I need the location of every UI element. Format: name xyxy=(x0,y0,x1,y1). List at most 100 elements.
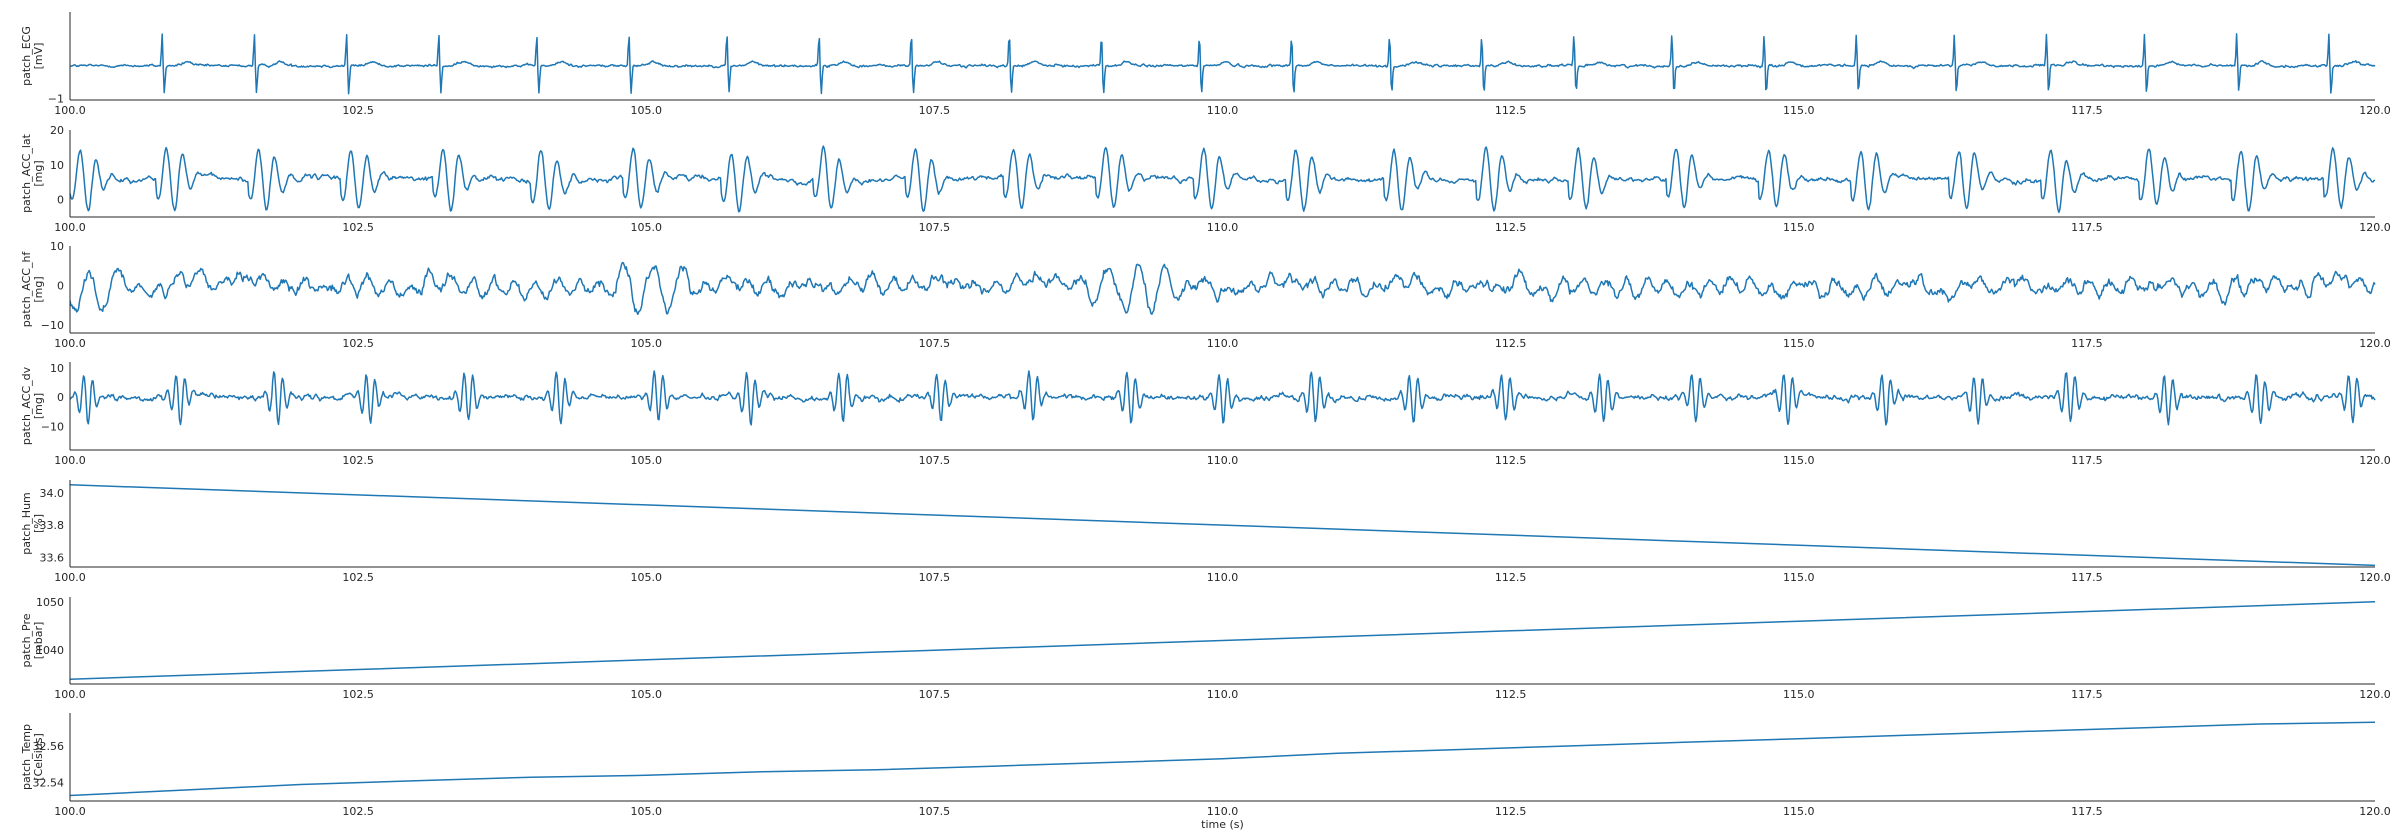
x-tick-label: 110.0 xyxy=(1207,221,1239,234)
x-tick-label: 107.5 xyxy=(919,104,951,117)
x-tick-label: 120.0 xyxy=(2359,337,2391,350)
y-tick-label: 32.56 xyxy=(33,740,65,753)
x-tick-label: 112.5 xyxy=(1495,805,1527,818)
series-line xyxy=(69,145,2376,214)
x-tick-label: 107.5 xyxy=(919,805,951,818)
x-tick-label: 100.0 xyxy=(54,571,86,584)
y-tick-label: 10 xyxy=(50,362,64,375)
y-axis-label: patch_Hum[%] xyxy=(20,492,45,555)
x-tick-label: 107.5 xyxy=(919,571,951,584)
x-tick-label: 102.5 xyxy=(342,805,374,818)
y-axis-label: patch_ACC_lat[mg] xyxy=(20,133,45,213)
series-line xyxy=(69,33,2376,95)
x-tick-label: 117.5 xyxy=(2071,805,2103,818)
panel-6: 1050 1040 100.0 102.5 105.0 107.5 110.0 112.5 11… xyxy=(20,596,2391,701)
y-tick-label: 0 xyxy=(57,280,64,293)
x-tick-label: 117.5 xyxy=(2071,571,2103,584)
x-tick-label: 100.0 xyxy=(54,688,86,701)
panel-2: 20 10 0 100.0 102.5 105.0 107.5 110.0 112.5 115.0… xyxy=(20,124,2391,234)
y-tick-label: −10 xyxy=(41,319,64,332)
x-tick-label: 100.0 xyxy=(54,104,86,117)
x-tick-label: 107.5 xyxy=(919,221,951,234)
x-tick-label: 117.5 xyxy=(2071,104,2103,117)
y-axis-label: patch_Pre[mbar] xyxy=(20,613,45,667)
x-tick-label: 120.0 xyxy=(2359,571,2391,584)
x-tick-label: 102.5 xyxy=(342,688,374,701)
x-tick-label: 115.0 xyxy=(1783,571,1815,584)
x-tick-label: 110.0 xyxy=(1207,454,1239,467)
series-line xyxy=(69,601,2376,680)
y-axis-label: patch_ACC_dv[mg] xyxy=(20,366,45,445)
y-tick-label: 34.0 xyxy=(40,487,65,500)
x-tick-label: 120.0 xyxy=(2359,454,2391,467)
y-tick-label: 0 xyxy=(57,391,64,404)
y-tick-label: 20 xyxy=(50,124,64,137)
x-tick-label: 112.5 xyxy=(1495,104,1527,117)
x-tick-label: 120.0 xyxy=(2359,221,2391,234)
x-tick-label: 117.5 xyxy=(2071,221,2103,234)
series-line xyxy=(69,484,2376,567)
x-tick-label: 105.0 xyxy=(631,221,663,234)
x-tick-label: 102.5 xyxy=(342,104,374,117)
x-tick-label: 115.0 xyxy=(1783,337,1815,350)
y-tick-label: 10 xyxy=(50,240,64,253)
y-axis-label: patch_Temp[Celsius] xyxy=(20,724,45,790)
y-tick-label: −10 xyxy=(41,421,64,434)
x-tick-label: 120.0 xyxy=(2359,104,2391,117)
x-tick-label: 110.0 xyxy=(1207,571,1239,584)
y-tick-label: 1040 xyxy=(36,644,64,657)
x-tick-label: 105.0 xyxy=(631,571,663,584)
x-tick-label: 105.0 xyxy=(631,104,663,117)
y-tick-label: 10 xyxy=(50,159,64,172)
x-tick-label: 100.0 xyxy=(54,337,86,350)
x-tick-label: 112.5 xyxy=(1495,337,1527,350)
x-tick-label: 117.5 xyxy=(2071,337,2103,350)
x-tick-label: 115.0 xyxy=(1783,454,1815,467)
x-tick-label: 100.0 xyxy=(54,221,86,234)
y-tick-label: 0 xyxy=(57,194,64,207)
y-axis-label: patch_ACC_hf[mg] xyxy=(20,251,45,328)
x-tick-label: 102.5 xyxy=(342,221,374,234)
series-line xyxy=(69,721,2376,797)
x-tick-label: 120.0 xyxy=(2359,805,2391,818)
x-tick-label: 102.5 xyxy=(342,337,374,350)
series-line xyxy=(69,370,2376,426)
x-tick-label: 107.5 xyxy=(919,337,951,350)
y-tick-label: 32.54 xyxy=(33,777,65,790)
x-tick-label: 112.5 xyxy=(1495,221,1527,234)
x-tick-label: 115.0 xyxy=(1783,688,1815,701)
x-tick-label: 120.0 xyxy=(2359,688,2391,701)
x-tick-label: 112.5 xyxy=(1495,688,1527,701)
x-tick-label: 105.0 xyxy=(631,337,663,350)
x-tick-label: 110.0 xyxy=(1207,104,1239,117)
panel-3: 10 0 −10 100.0 102.5 105.0 107.5 110.0 112.5 115.… xyxy=(20,240,2391,350)
x-tick-label: 115.0 xyxy=(1783,104,1815,117)
x-tick-label: 100.0 xyxy=(54,454,86,467)
x-tick-label: 100.0 xyxy=(54,805,86,818)
x-tick-label: 117.5 xyxy=(2071,454,2103,467)
panel-5: 34.0 33.8 33.6 100.0 102.5 105.0 107.5 110.0 112… xyxy=(20,480,2391,584)
x-tick-label: 105.0 xyxy=(631,688,663,701)
x-tick-label: 115.0 xyxy=(1783,221,1815,234)
y-axis-label: patch_ECG[mV] xyxy=(20,26,45,86)
x-tick-label: 107.5 xyxy=(919,688,951,701)
x-tick-label: 117.5 xyxy=(2071,688,2103,701)
x-tick-label: 107.5 xyxy=(919,454,951,467)
x-tick-label: 110.0 xyxy=(1207,337,1239,350)
x-axis-label: time (s) xyxy=(1201,818,1244,831)
y-tick-label: 33.6 xyxy=(40,551,65,564)
y-tick-label: 33.8 xyxy=(40,519,65,532)
x-tick-label: 105.0 xyxy=(631,454,663,467)
y-tick-label: −1 xyxy=(48,92,64,105)
x-tick-label: 112.5 xyxy=(1495,571,1527,584)
x-tick-label: 112.5 xyxy=(1495,454,1527,467)
x-tick-label: 110.0 xyxy=(1207,805,1239,818)
x-tick-label: 102.5 xyxy=(342,571,374,584)
y-tick-label: 1050 xyxy=(36,596,64,609)
x-tick-label: 110.0 xyxy=(1207,688,1239,701)
panel-7: 32.56 32.54 100.0 102.5 105.0 107.5 110.0 112.5… xyxy=(20,713,2391,818)
x-tick-label: 102.5 xyxy=(342,454,374,467)
series-line xyxy=(69,261,2376,316)
